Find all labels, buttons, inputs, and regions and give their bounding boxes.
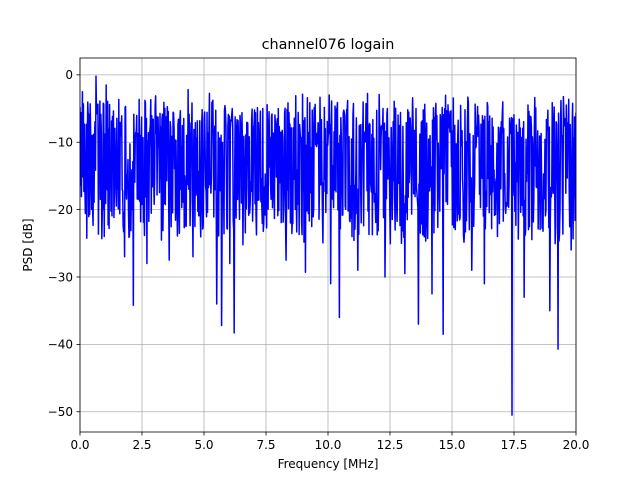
x-tick-label: 5.0 (194, 438, 213, 452)
y-tick-label: −10 (48, 136, 73, 150)
y-tick-label: 0 (65, 68, 73, 82)
x-tick-label: 20.0 (563, 438, 590, 452)
y-tick-label: −40 (48, 338, 73, 352)
x-tick-label: 12.5 (377, 438, 404, 452)
x-tick-label: 2.5 (132, 438, 151, 452)
y-tick-label: −30 (48, 270, 73, 284)
y-axis-ticks: 0 −10 −20 −30 −40 −50 (48, 68, 80, 419)
series-line-psd (80, 75, 576, 416)
x-tick-label: 15.0 (439, 438, 466, 452)
chart-title: channel076 logain (262, 37, 395, 53)
x-tick-label: 17.5 (501, 438, 528, 452)
x-tick-label: 10.0 (315, 438, 342, 452)
y-axis-label: PSD [dB] (21, 218, 35, 271)
y-tick-label: −20 (48, 203, 73, 217)
x-axis-ticks: 0.0 2.5 5.0 7.5 10.0 12.5 15.0 17.5 20.0 (70, 432, 589, 452)
y-tick-label: −50 (48, 405, 73, 419)
x-tick-label: 7.5 (256, 438, 275, 452)
x-tick-label: 0.0 (70, 438, 89, 452)
x-axis-label: Frequency [MHz] (278, 457, 379, 471)
